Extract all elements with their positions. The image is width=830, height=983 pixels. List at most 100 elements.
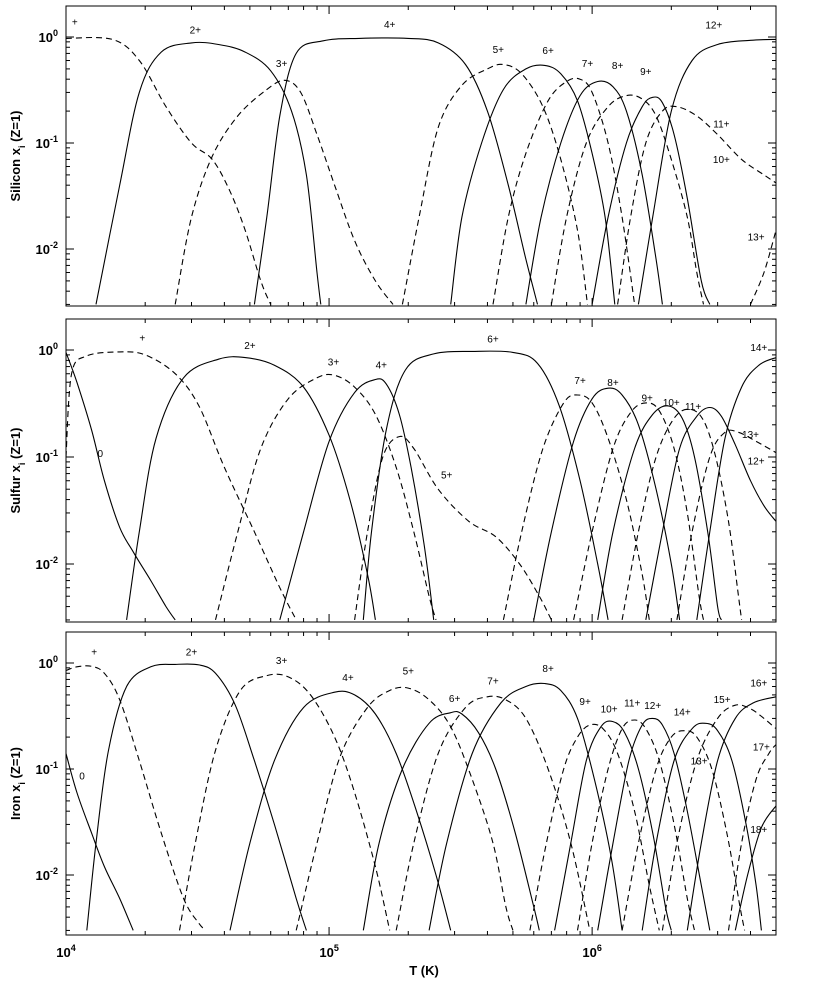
series-line-2+: [86, 663, 307, 931]
ion-label: 14+: [674, 708, 691, 719]
series-line-17+: [727, 744, 776, 931]
ion-label: 9+: [579, 697, 591, 708]
series-line-12+: [597, 717, 711, 931]
series-line-3+: [214, 373, 437, 621]
ion-label: 10+: [601, 705, 618, 716]
ion-label: 10+: [713, 155, 730, 166]
axis-ticks: [65, 6, 777, 306]
ion-label: 12+: [644, 701, 661, 712]
y-axis-label: Silicon xi (Z=1): [8, 110, 27, 201]
curve-group: [66, 36, 776, 305]
y-tick-label: 10-1: [36, 448, 58, 465]
ion-label: 16+: [750, 679, 767, 690]
series-line-2+: [95, 41, 322, 305]
series-line-15+: [661, 704, 776, 931]
series-line-10+: [554, 720, 672, 931]
ion-label: 7+: [574, 376, 586, 387]
ion-label: 4+: [342, 673, 354, 684]
ion-label: 3+: [276, 59, 288, 70]
ion-label: 8+: [612, 61, 624, 72]
series-line-14+: [641, 722, 762, 931]
series-line-10+: [591, 96, 711, 305]
ion-label: 8+: [542, 664, 554, 675]
series-line-5+: [354, 435, 552, 621]
plot-frame: [65, 631, 777, 936]
series-line-3+: [174, 79, 394, 305]
series-line-7+: [492, 77, 636, 305]
series-line-6+: [362, 710, 540, 931]
ion-label: 18+: [750, 825, 767, 836]
series-line-13+: [676, 429, 776, 620]
y-tick-label: 10-1: [36, 134, 58, 151]
ion-label: 5+: [441, 471, 453, 482]
ion-label: 5+: [493, 45, 505, 56]
ion-label: 3+: [328, 357, 340, 368]
ion-label: 11+: [685, 402, 701, 413]
y-axis-label: Sulfur xi (Z=1): [8, 428, 27, 514]
ion-label: 0: [79, 771, 85, 782]
x-tick-label: 104: [56, 943, 75, 960]
ion-label: 12+: [748, 457, 765, 468]
ion-label: 6+: [449, 694, 461, 705]
series-line-9+: [550, 94, 705, 305]
ion-label: 13+: [691, 757, 708, 768]
ion-label: +: [72, 18, 78, 29]
series-line-11+: [621, 408, 743, 620]
series-line-11+: [617, 105, 776, 305]
series-line-5+: [401, 63, 589, 305]
series-line-6+: [362, 350, 609, 620]
series-line-8+: [533, 387, 681, 621]
ion-label: +: [91, 647, 97, 658]
ion-label: 5+: [403, 666, 415, 677]
ion-label: 9+: [641, 394, 653, 405]
series-line-+: [66, 36, 272, 305]
ion-label: 14+: [750, 343, 767, 354]
plot-frame: [65, 5, 777, 307]
series-line-+: [66, 665, 207, 931]
ion-label: 17+: [753, 742, 770, 753]
ion-label: 9+: [640, 67, 652, 78]
curve-group: [66, 350, 776, 621]
y-axis-label: Iron xi (Z=1): [8, 747, 27, 820]
axis-ticks: [65, 319, 777, 622]
axis-ticks: [65, 632, 777, 935]
series-line-7+: [395, 695, 591, 931]
ion-label: 10+: [663, 398, 680, 409]
curve-group: [66, 663, 776, 931]
ion-label: 2+: [244, 341, 256, 352]
series-line-8+: [525, 80, 663, 305]
ion-label: 7+: [582, 59, 594, 70]
ion-label: 11+: [624, 698, 640, 709]
y-tick-label: 10-2: [36, 240, 58, 257]
x-tick-label: 106: [582, 943, 601, 960]
series-line-5+: [295, 686, 514, 931]
series-line-2+: [126, 356, 376, 620]
ion-label: 2+: [190, 26, 202, 37]
series-line-6+: [450, 64, 616, 305]
plot-frame: [65, 318, 777, 623]
ion-label: 2+: [186, 647, 198, 658]
series-line-13+: [749, 230, 776, 305]
y-tick-label: 10-1: [36, 760, 58, 777]
y-tick-label: 100: [39, 28, 58, 45]
series-line-12+: [637, 38, 776, 305]
ion-label: 3+: [276, 656, 288, 667]
series-line-0: [66, 352, 176, 621]
series-line-12+: [645, 406, 776, 621]
ion-label: 11+: [713, 120, 729, 131]
panel-silicon: +2+ 4+ 12+ 3+ 5+ 6+ 7+ 8+ 9+ 11+ 10+ 13+ 100 10-1 10-2…: [8, 5, 777, 307]
y-tick-label: 100: [39, 654, 58, 671]
panel-iron: +2+ 3+ 4+ 5+ 6+ 7+ 8+ 9+ 10+ 11+ 12+ 14+ 15+ 16+ 0 13+ 1…: [8, 631, 777, 978]
y-tick-label: 10-2: [36, 866, 58, 883]
series-line-4+: [253, 37, 539, 305]
ion-label: 0: [98, 449, 104, 460]
ion-label: 8+: [607, 378, 619, 389]
y-tick-label: 10-2: [36, 555, 58, 572]
series-line-18+: [734, 805, 776, 931]
series-line-13+: [621, 730, 746, 931]
ion-label: 13+: [742, 430, 759, 441]
y-tick-label: 100: [39, 341, 58, 358]
series-line-4+: [279, 378, 435, 621]
ion-label: +: [139, 334, 145, 345]
